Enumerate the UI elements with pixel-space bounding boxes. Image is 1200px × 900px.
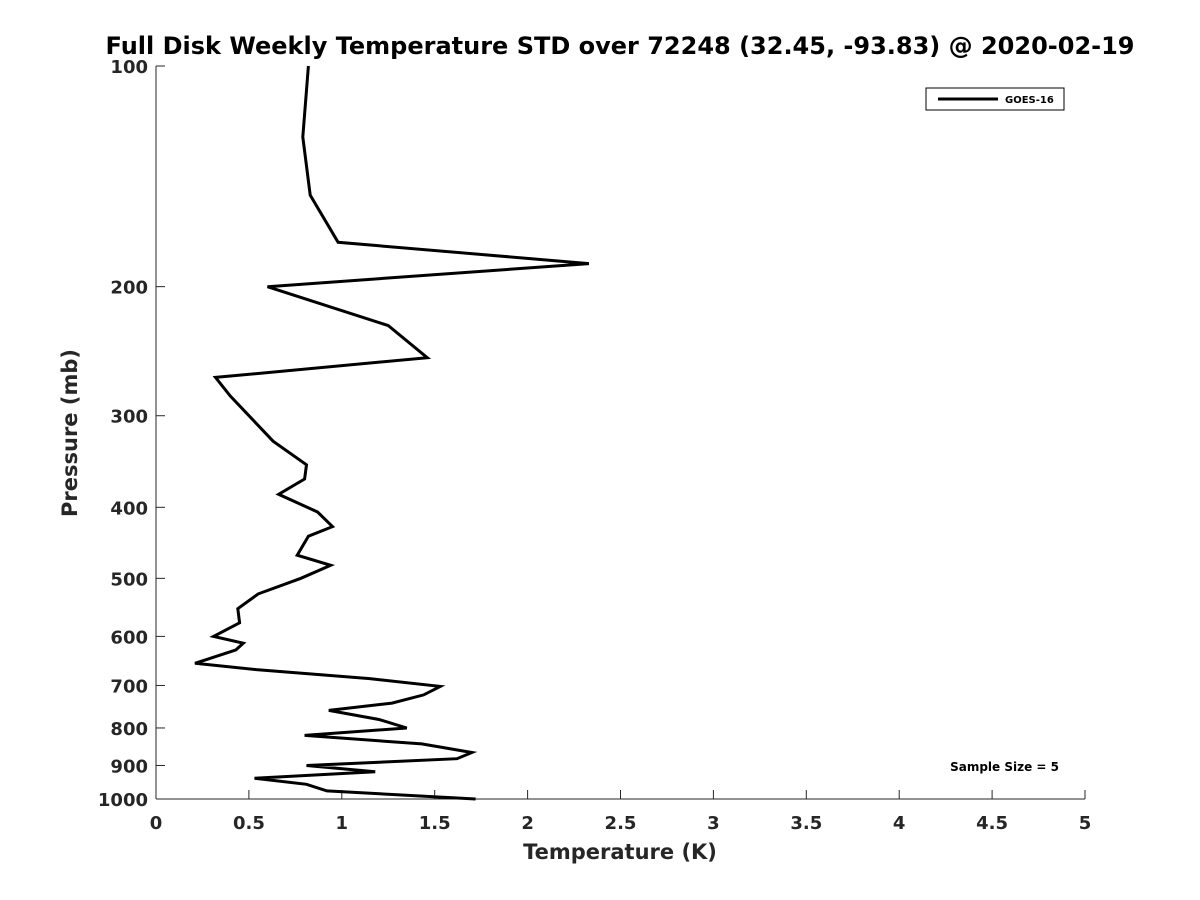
y-tick-label: 600 [110,627,148,648]
y-axis-label: Pressure (mb) [58,349,82,517]
axes [155,66,1085,800]
x-tick-label: 1 [336,813,349,834]
y-tick-label: 900 [110,756,148,777]
x-ticks: 0 0.5 1 1.5 2 2.5 3 3.5 4 4.5 5 [150,790,1092,834]
y-tick-label: 500 [110,569,148,590]
legend: GOES-16 [925,87,1065,111]
y-tick-label: 300 [110,407,148,428]
x-tick-label: 1.5 [419,813,451,834]
y-tick-label: 100 [110,57,148,78]
x-tick-label: 3.5 [790,813,822,834]
y-tick-label: 700 [110,676,148,697]
x-tick-label: 0.5 [233,813,265,834]
legend-label: GOES-16 [1005,95,1054,106]
x-axis-label: Temperature (K) [523,840,717,864]
x-tick-label: 2 [521,813,534,834]
x-tick-label: 5 [1079,813,1092,834]
x-tick-label: 0 [150,813,163,834]
x-tick-label: 3 [707,813,720,834]
y-tick-label: 400 [110,498,148,519]
y-tick-label: 200 [110,278,148,299]
x-tick-label: 4.5 [976,813,1008,834]
x-tick-label: 4 [893,813,906,834]
chart-title: Full Disk Weekly Temperature STD over 72… [106,32,1135,60]
plot-lines [194,65,590,801]
y-tick-label: 800 [110,719,148,740]
sample-size-annotation: Sample Size = 5 [950,760,1059,774]
y-ticks: 100 200 300 400 500 600 700 800 900 1000 [98,57,165,811]
series-line [194,65,590,801]
x-tick-label: 2.5 [605,813,637,834]
y-tick-label: 1000 [98,790,148,811]
